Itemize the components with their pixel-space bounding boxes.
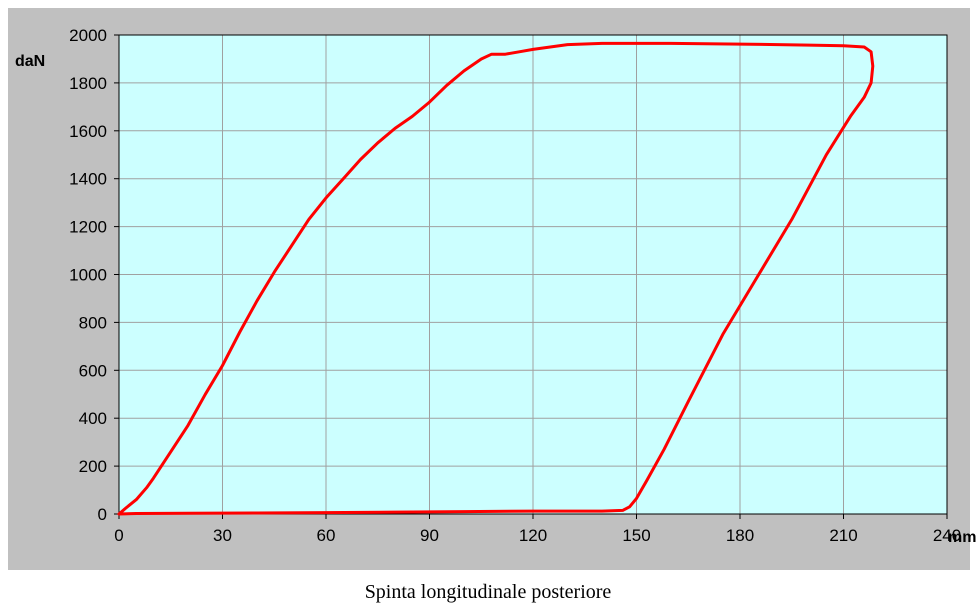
grid [119, 35, 947, 514]
y-tick-label: 800 [79, 313, 107, 332]
y-tick-label: 1800 [69, 74, 107, 93]
series-line [117, 41, 875, 516]
y-tick-label: 1200 [69, 218, 107, 237]
x-tick-label: 180 [726, 526, 754, 545]
series-layer [117, 41, 875, 516]
y-tick-label: 600 [79, 361, 107, 380]
x-tick-label: 60 [317, 526, 336, 545]
y-tick-label: 1400 [69, 170, 107, 189]
y-tick-label: 0 [98, 505, 107, 524]
x-tick-label: 210 [829, 526, 857, 545]
y-tick-label: 1000 [69, 266, 107, 285]
y-tick-label: 2000 [69, 26, 107, 45]
x-tick-label: 30 [213, 526, 232, 545]
x-tick-label: 150 [622, 526, 650, 545]
chart-caption: Spinta longitudinale posteriore [365, 581, 612, 603]
x-tick-label: 240 [933, 526, 961, 545]
x-tick-label: 120 [519, 526, 547, 545]
x-tick-label: 90 [420, 526, 439, 545]
y-axis-label: daN [15, 53, 45, 70]
axis-ticks: 0 30 60 90 120 150 180 210 240 0 200 400 600 800 1000 1… [69, 26, 961, 545]
y-tick-label: 1600 [69, 122, 107, 141]
y-tick-label: 400 [79, 409, 107, 428]
x-tick-label: 0 [114, 526, 123, 545]
y-tick-label: 200 [79, 457, 107, 476]
x-axis-label: mm [948, 529, 976, 546]
